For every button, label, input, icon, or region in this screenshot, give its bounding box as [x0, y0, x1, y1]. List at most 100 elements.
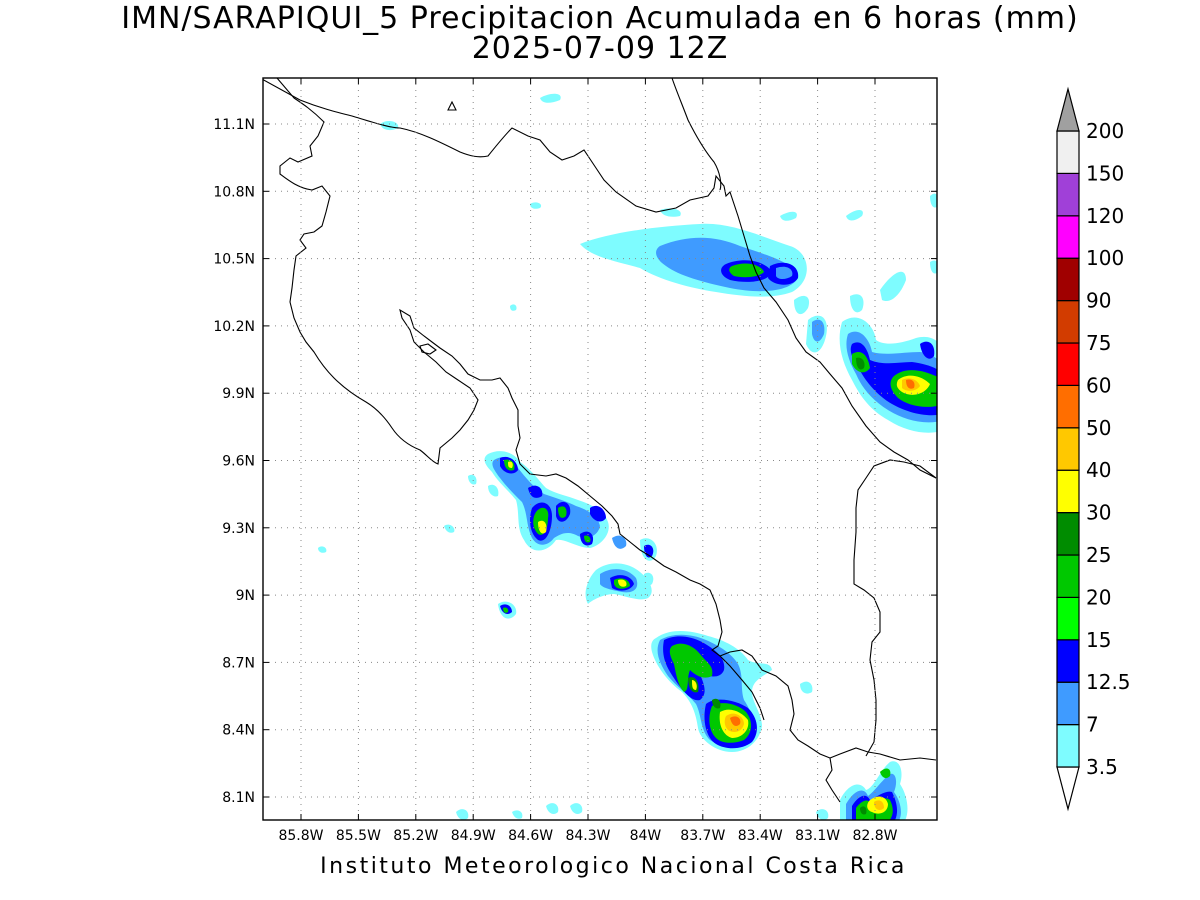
map-title: IMN/SARAPIQUI_5 Precipitacion Acumulada … [121, 1, 1079, 36]
colorbar-swatch [1056, 257, 1080, 302]
precip-cell [530, 202, 542, 209]
colorbar-swatch [1056, 300, 1080, 344]
lat-tick-label: 9.9N [222, 386, 255, 402]
gulf-coast [719, 655, 765, 721]
islet-outline [447, 100, 457, 111]
precip-cell [444, 524, 455, 533]
coast-ne [671, 78, 722, 191]
lon-tick-label: 85.2W [393, 828, 438, 844]
precip-cell [812, 319, 825, 342]
colorbar: 3.5 7 12.5 15 20 25 30 40 50 60 75 90 100 120 150 200 [1056, 86, 1131, 812]
colorbar-swatch [1056, 427, 1080, 471]
precip-cell [538, 520, 547, 534]
colorbar-label: 60 [1086, 373, 1111, 397]
colorbar-over-arrow [1056, 86, 1080, 132]
precip-cell [488, 484, 499, 497]
precip-cell [468, 474, 477, 485]
precip-cell [503, 607, 509, 613]
colorbar-swatch [1056, 723, 1080, 768]
colorbar-label: 50 [1086, 416, 1111, 440]
colorbar-swatch [1056, 681, 1080, 726]
precip-cell [558, 506, 567, 518]
coast-south [829, 747, 937, 761]
lat-tick-label: 8.1N [222, 790, 255, 806]
lon-tick-label: 84.6W [508, 828, 553, 844]
precip-cell [920, 341, 935, 359]
lat-tick-label: 9.6N [222, 454, 255, 470]
colorbar-swatch [1056, 342, 1080, 387]
precip-cell [930, 260, 937, 274]
lon-tick-label: 84W [630, 828, 662, 844]
lat-tick-label: 9N [236, 588, 255, 604]
lon-tick-label: 85.5W [336, 828, 381, 844]
colorbar-label: 90 [1086, 289, 1111, 313]
precip-cell [643, 572, 654, 586]
colorbar-swatch [1056, 554, 1080, 599]
lon-tick-label: 84.9W [451, 828, 496, 844]
precip-cell [512, 810, 523, 819]
colorbar-swatch [1056, 215, 1080, 259]
precip-cell [780, 211, 797, 221]
precip-cell [380, 121, 399, 131]
map-axes: 11.1N 10.8N 10.5N 10.2N 9.9N 9.6N 9.3N 9N 8.7N 8.… [213, 78, 937, 844]
map-datetime: 2025-07-09 12Z [471, 31, 729, 66]
precip-cell [510, 304, 517, 311]
precip-cell [712, 698, 721, 709]
lat-tick-label: 10.2N [213, 319, 255, 335]
precip-cell [318, 546, 327, 553]
precip-cell [906, 379, 915, 389]
lat-tick-label: 10.5N [213, 252, 255, 268]
map-frame [262, 77, 938, 821]
precip-cell [880, 768, 891, 779]
precip-cell [729, 263, 764, 278]
colorbar-swatch [1056, 511, 1080, 556]
precip-cell [776, 266, 793, 279]
precip-cell [618, 579, 627, 587]
colorbar-under-arrow [1056, 766, 1080, 812]
colorbar-label: 7 [1086, 713, 1099, 737]
colorbar-label: 120 [1086, 204, 1124, 228]
precip-cell [590, 505, 606, 522]
colorbar-label: 200 [1086, 119, 1124, 143]
precip-cell [730, 716, 741, 726]
precip-cell [546, 803, 559, 814]
precip-cell [874, 800, 884, 810]
precip-cell [508, 461, 513, 468]
precip-cell [669, 643, 713, 692]
lat-tick-label: 8.7N [222, 655, 255, 671]
precip-cell [800, 681, 813, 694]
lat-tick-label: 10.8N [213, 184, 255, 200]
coastline-north [276, 78, 841, 803]
colorbar-label: 75 [1086, 331, 1111, 355]
border-north [263, 79, 937, 479]
border-panama [853, 459, 937, 757]
precip-cell [456, 809, 469, 820]
lon-tick-label: 83.4W [738, 828, 783, 844]
lon-tick-label: 82.8W [852, 828, 897, 844]
precip-cell [850, 294, 864, 313]
precip-cell [856, 357, 865, 370]
lon-tick-label: 83.7W [680, 828, 725, 844]
colorbar-label: 100 [1086, 246, 1124, 270]
colorbar-swatch [1056, 596, 1080, 641]
lon-tick-label: 83.1W [795, 828, 840, 844]
colorbar-label: 150 [1086, 161, 1124, 185]
colorbar-swatch [1056, 130, 1080, 175]
precip-cell [880, 271, 906, 302]
precip-cell [612, 535, 627, 549]
colorbar-swatch [1056, 172, 1080, 217]
colorbar-swatch [1056, 469, 1080, 514]
lat-tick-label: 11.1N [213, 117, 255, 133]
precip-cell [584, 535, 591, 543]
lon-tick-label: 84.3W [565, 828, 610, 844]
precip-cell [816, 809, 829, 820]
colorbar-label: 30 [1086, 501, 1111, 525]
footer-credit: Instituto Meteorologico Nacional Costa R… [320, 854, 907, 879]
precip-cell [860, 806, 867, 815]
coastlines [263, 78, 937, 803]
colorbar-swatch [1056, 639, 1080, 683]
precip-cell [846, 210, 863, 221]
precip-cell [528, 485, 543, 498]
lat-tick-label: 8.4N [222, 723, 255, 739]
